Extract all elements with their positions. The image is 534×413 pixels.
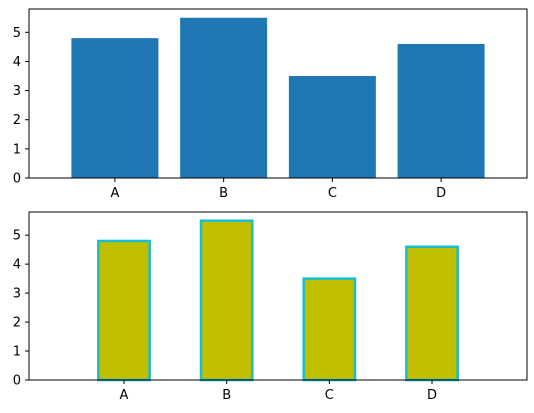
bottom-x-tick-label-D: D	[427, 388, 437, 403]
top-x-tick-label-D: D	[436, 186, 446, 201]
bottom-y-tick-label-0: 0	[13, 374, 21, 389]
bottom-y-tick-label-5: 5	[13, 229, 21, 244]
top-x-tick-label-A: A	[110, 186, 119, 201]
bottom-x-tick-label-C: C	[325, 388, 334, 403]
bottom-axes-frame	[28, 211, 528, 381]
bottom-bar-C	[302, 277, 357, 382]
top-y-tick-label-4: 4	[13, 55, 21, 70]
bottom-x-tick-label-B: B	[222, 388, 231, 403]
top-y-tick-label-2: 2	[13, 113, 21, 128]
bottom-y-tick-label-4: 4	[13, 258, 21, 273]
top-y-tick-label-0: 0	[13, 172, 21, 187]
bottom-y-tick-label-1: 1	[13, 345, 21, 360]
top-x-tick-label-C: C	[328, 186, 337, 201]
bottom-x-tick-label-A: A	[120, 388, 129, 403]
top-bar-D	[397, 43, 485, 178]
top-y-tick-label-3: 3	[13, 84, 21, 99]
bottom-bar-chart: A B C D 0 1 2 3 4 5	[13, 211, 528, 403]
top-bar-chart: A B C D 0 1 2 3 4 5	[13, 8, 528, 201]
bottom-y-tick-label-3: 3	[13, 287, 21, 302]
bottom-bar-D	[405, 245, 459, 382]
bottom-bar-B	[199, 219, 254, 382]
top-bar-A	[71, 38, 159, 178]
top-y-tick-label-5: 5	[13, 26, 21, 41]
top-y-tick-label-1: 1	[13, 142, 21, 157]
bottom-bar-A	[97, 239, 151, 382]
bottom-y-tick-label-2: 2	[13, 316, 21, 331]
top-x-tick-label-B: B	[219, 186, 228, 201]
top-bar-B	[180, 17, 268, 178]
top-axes-frame	[28, 8, 528, 179]
top-bar-C	[288, 76, 376, 178]
